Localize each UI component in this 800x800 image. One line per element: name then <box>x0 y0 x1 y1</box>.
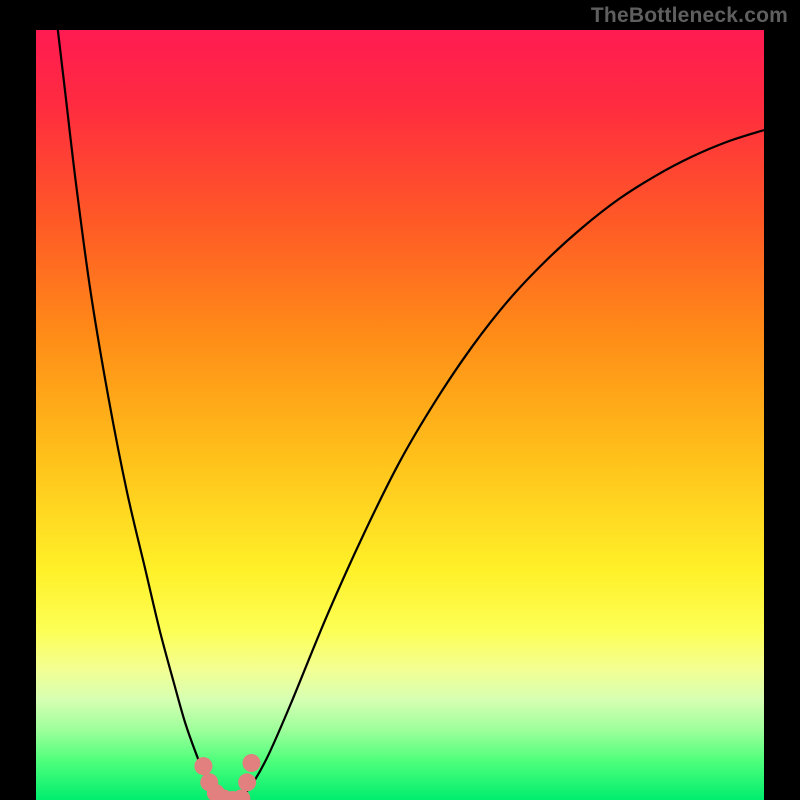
marker-point <box>242 754 260 772</box>
marker-point <box>238 773 256 791</box>
watermark-text: TheBottleneck.com <box>591 4 788 28</box>
plot-svg <box>36 30 764 800</box>
plot-background <box>36 30 764 800</box>
marker-point <box>194 757 212 775</box>
chart-container: TheBottleneck.com <box>0 0 800 800</box>
plot-area <box>36 30 764 800</box>
